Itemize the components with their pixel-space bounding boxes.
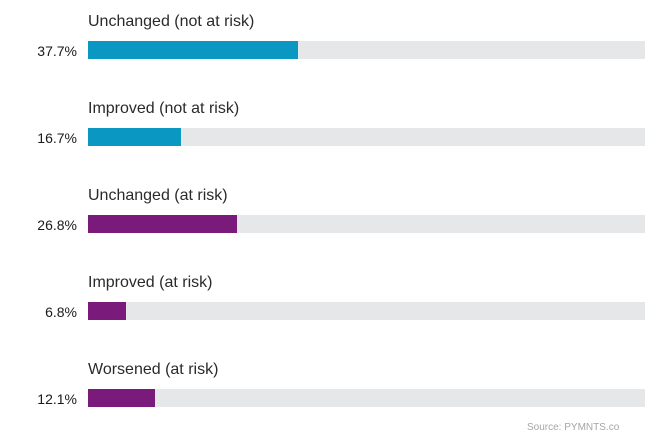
value-label: 26.8%: [37, 216, 77, 234]
category-label: Improved (not at risk): [88, 99, 239, 119]
bar: [88, 128, 181, 146]
bar-track: [88, 302, 645, 320]
bar-track: [88, 389, 645, 407]
bar-track: [88, 215, 645, 233]
bar: [88, 41, 298, 59]
category-label: Improved (at risk): [88, 273, 212, 293]
value-label: 12.1%: [37, 390, 77, 408]
value-label: 16.7%: [37, 129, 77, 147]
bar: [88, 389, 155, 407]
bar: [88, 302, 126, 320]
bar-track: [88, 128, 645, 146]
value-label: 6.8%: [45, 303, 77, 321]
value-label: 37.7%: [37, 42, 77, 60]
bar-track: [88, 41, 645, 59]
bar: [88, 215, 237, 233]
category-label: Unchanged (at risk): [88, 186, 228, 206]
category-label: Unchanged (not at risk): [88, 12, 254, 32]
category-label: Worsened (at risk): [88, 360, 218, 380]
source-note: Source: PYMNTS.co: [527, 422, 619, 434]
